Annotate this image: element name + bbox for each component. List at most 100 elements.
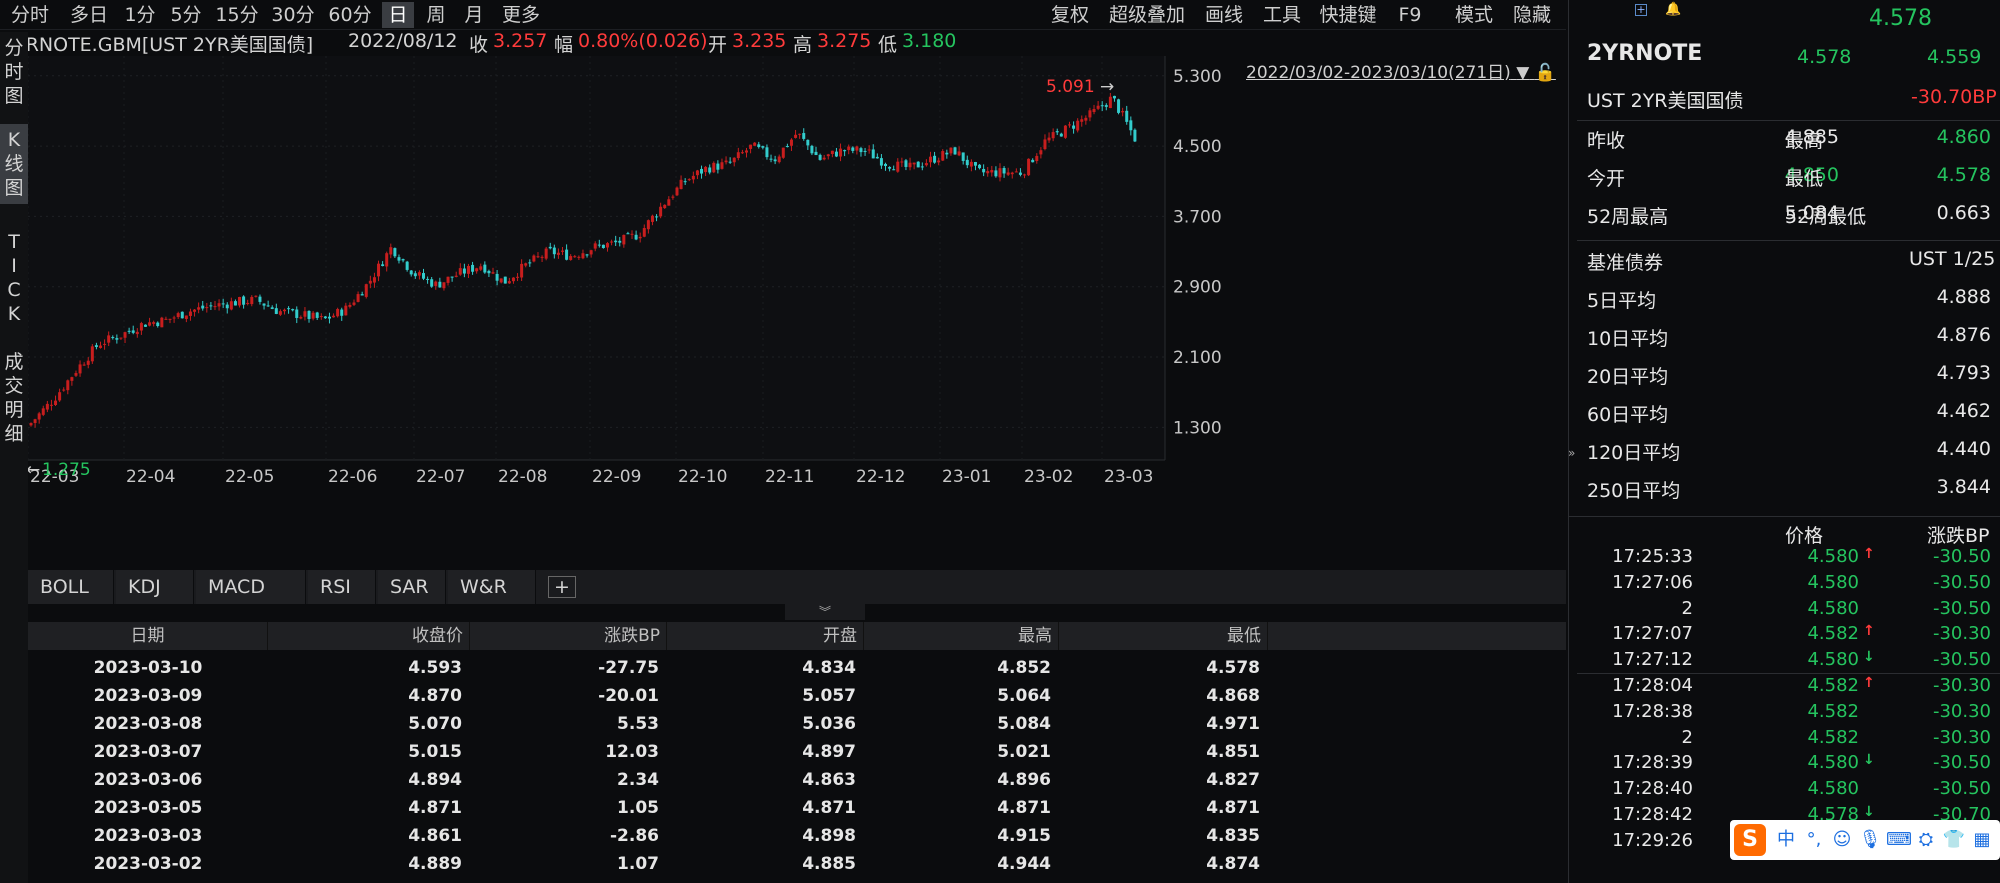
period-10[interactable]: 更多 <box>501 4 540 26</box>
indicator-tab-wr[interactable]: W&R <box>448 570 536 604</box>
indicator-tab-sar[interactable]: SAR <box>378 570 446 604</box>
candle-body <box>82 364 86 366</box>
add-indicator-button[interactable]: + <box>548 576 576 598</box>
collapse-chevron-icon[interactable]: ︾ <box>785 604 865 620</box>
candle-body <box>405 261 409 270</box>
candle-body <box>695 170 699 176</box>
toolbar-item-2[interactable]: 画线 <box>1204 4 1243 26</box>
tick-change: -30.30 <box>1932 623 1991 645</box>
period-2[interactable]: 1分 <box>124 4 156 26</box>
toolbar-item-7[interactable]: 隐藏 <box>1512 4 1551 26</box>
microphone-icon[interactable]: 🎙 <box>1858 829 1882 850</box>
candle-body <box>900 161 904 163</box>
toolbar-item-0[interactable]: 复权 <box>1050 4 1089 26</box>
tick-price: 4.580 <box>1807 649 1859 671</box>
tick-change: -30.50 <box>1932 546 1991 567</box>
candle-body <box>307 310 311 319</box>
column-header[interactable]: 开盘 <box>667 622 864 650</box>
candle-body <box>503 276 507 284</box>
table-cell: 2023-03-07 <box>93 742 203 762</box>
candle-body <box>311 312 315 319</box>
period-0[interactable]: 分时 <box>10 4 49 26</box>
arrow-down-icon: ↓ <box>1863 649 1875 666</box>
table-cell: 5.53 <box>617 714 659 734</box>
plus-icon[interactable]: + <box>1635 3 1647 16</box>
tab-kline-chart[interactable]: K 线 图 <box>0 124 28 204</box>
candle-body <box>1018 172 1022 175</box>
candle-body <box>156 322 160 327</box>
candle-body <box>454 275 458 277</box>
candle-body <box>577 256 581 258</box>
indicator-tab-macd[interactable]: MACD <box>196 570 306 604</box>
toolbar-item-3[interactable]: 工具 <box>1262 4 1301 26</box>
table-row[interactable]: 2023-03-07 5.015 12.03 4.897 5.021 4.851 <box>28 738 1566 766</box>
candle-body <box>319 316 323 318</box>
candle-body <box>994 170 998 177</box>
period-9[interactable]: 月 <box>464 4 484 26</box>
candle-body <box>438 281 442 288</box>
tab-time-chart[interactable]: 分 时 图 <box>0 32 28 112</box>
table-row[interactable]: 2023-03-03 4.861 -2.86 4.898 4.915 4.835 <box>28 822 1566 850</box>
candle-body <box>160 317 164 328</box>
y-tick-label: 5.300 <box>1173 67 1222 87</box>
toolbox-icon[interactable]: ⛭ <box>1918 829 1934 850</box>
indicator-tab-rsi[interactable]: RSI <box>308 570 376 604</box>
tab-tick[interactable]: T I C K <box>0 228 28 332</box>
toolbar-item-4[interactable]: 快捷键 <box>1319 4 1377 26</box>
panel-topbar: + 🔔 4.578 <box>1569 0 2000 36</box>
tab-trade-details[interactable]: 成 交 明 细 <box>0 348 28 452</box>
table-row[interactable]: 2023-03-09 4.870 -20.01 5.057 5.064 4.868 <box>28 682 1566 710</box>
indicator-tab-boll[interactable]: BOLL <box>28 570 114 604</box>
tick-price: 4.582 <box>1807 675 1859 696</box>
ma-value: 4.462 <box>1936 400 1991 422</box>
candle-body <box>299 317 303 319</box>
tick-time: 17:25:33 <box>1612 546 1693 567</box>
kline-chart[interactable]: 5.300 4.500 3.700 2.900 2.100 1.300 22-03 22-04… <box>28 56 1568 576</box>
table-cell: 4.898 <box>802 826 856 846</box>
candle-body <box>274 308 278 314</box>
skin-icon[interactable]: 👕 <box>1942 829 1966 850</box>
indicator-tab-kdj[interactable]: KDJ <box>116 570 194 604</box>
column-header[interactable]: 日期 <box>28 622 268 650</box>
period-5[interactable]: 30分 <box>271 4 315 26</box>
candle-body <box>381 264 385 267</box>
lock-icon[interactable]: 🔓 <box>1534 63 1556 83</box>
stat-label: 最低 <box>1785 168 1824 190</box>
period-3[interactable]: 5分 <box>170 4 202 26</box>
sogou-logo-icon[interactable]: S <box>1734 824 1766 856</box>
period-6[interactable]: 60分 <box>328 4 372 26</box>
table-row[interactable]: 2023-03-06 4.894 2.34 4.863 4.896 4.827 <box>28 766 1566 794</box>
candle-body <box>233 301 237 306</box>
bell-icon[interactable]: 🔔 <box>1665 2 1682 17</box>
keyboard-icon[interactable]: ⌨ <box>1886 829 1912 850</box>
column-header[interactable]: 最高 <box>864 622 1059 650</box>
tick-price: 4.582 <box>1807 726 1859 748</box>
table-row[interactable]: 2023-03-10 4.593 -27.75 4.834 4.852 4.578 <box>28 654 1566 682</box>
candle-body <box>103 343 107 345</box>
table-row[interactable]: 2023-03-08 5.070 5.53 5.036 5.084 4.971 <box>28 710 1566 738</box>
period-1[interactable]: 多日 <box>69 4 108 26</box>
toolbar-item-1[interactable]: 超级叠加 <box>1108 4 1185 26</box>
toolbar-item-6[interactable]: 模式 <box>1454 4 1493 26</box>
grid-menu-icon[interactable]: ▦ <box>1973 829 1991 850</box>
ime-lang-toggle[interactable]: 中 <box>1777 829 1795 850</box>
punctuation-icon[interactable]: °, <box>1806 829 1822 850</box>
emoji-icon[interactable]: ☺ <box>1832 829 1852 850</box>
candle-body <box>254 295 258 297</box>
column-header[interactable]: 最低 <box>1059 622 1268 650</box>
candle-body <box>217 303 221 307</box>
candle-body <box>29 423 33 426</box>
period-8[interactable]: 周 <box>426 4 446 26</box>
column-header[interactable]: 收盘价 <box>270 622 470 650</box>
table-row[interactable]: 2023-03-05 4.871 1.05 4.871 4.871 4.871 <box>28 794 1566 822</box>
candle-body <box>434 281 438 286</box>
candle-body <box>740 152 744 154</box>
table-row[interactable]: 2023-03-02 4.889 1.07 4.885 4.944 4.874 <box>28 850 1566 878</box>
period-7[interactable]: 日 <box>382 2 414 28</box>
period-4[interactable]: 15分 <box>215 4 259 26</box>
column-header[interactable]: 涨跌BP <box>470 622 667 650</box>
chart-date-range[interactable]: 2022/03/02-2023/03/10(271日) ▼ 🔓 <box>1246 58 1556 83</box>
dropdown-triangle-icon[interactable]: ▼ <box>1516 63 1530 83</box>
expand-panel-icon[interactable]: » <box>1568 446 1576 460</box>
toolbar-item-5[interactable]: F9 <box>1398 4 1422 26</box>
